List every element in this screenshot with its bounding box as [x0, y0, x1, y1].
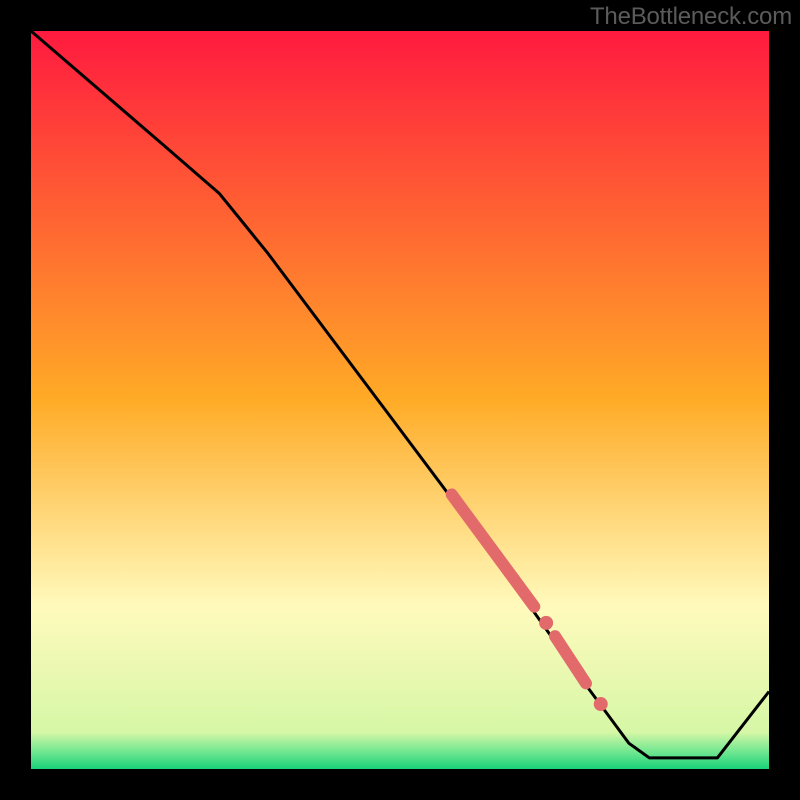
highlight-dot-1 — [594, 697, 608, 711]
watermark-text: TheBottleneck.com — [590, 3, 792, 31]
highlight-dot-0 — [539, 616, 553, 630]
bottleneck-curve — [31, 31, 769, 758]
highlight-segment-1 — [555, 636, 586, 683]
chart-frame: TheBottleneck.com — [0, 0, 800, 800]
plot-svg — [0, 0, 800, 800]
highlight-segment-0 — [452, 494, 535, 606]
